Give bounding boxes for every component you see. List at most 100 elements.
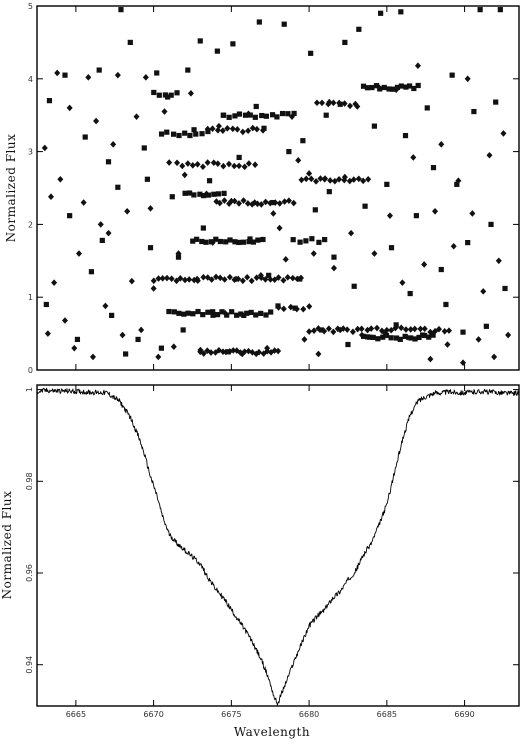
data-point-square bbox=[411, 85, 417, 92]
data-point-diamond bbox=[66, 104, 73, 112]
bottom-y-tick-label: 0.98 bbox=[25, 472, 34, 490]
data-point-square bbox=[362, 203, 368, 209]
bottom-panel-line: 0.94 0.96 0.98 1 6665 6670 6675 6680 6685 6690 N… bbox=[0, 384, 520, 739]
data-point-square bbox=[402, 132, 409, 139]
data-point-diamond bbox=[44, 330, 51, 337]
data-point-diamond bbox=[93, 117, 100, 125]
data-point-square bbox=[318, 327, 325, 333]
data-point-square bbox=[135, 336, 141, 343]
data-point-diamond bbox=[181, 276, 188, 284]
data-point-diamond bbox=[267, 199, 274, 207]
data-point-diamond bbox=[128, 277, 135, 285]
data-point-diamond bbox=[271, 276, 278, 284]
data-point-square bbox=[195, 308, 201, 315]
data-point-square bbox=[309, 236, 315, 242]
data-point-square bbox=[454, 181, 460, 187]
data-point-square bbox=[279, 110, 286, 117]
data-point-diamond bbox=[252, 161, 259, 168]
data-point-square bbox=[253, 103, 259, 110]
data-point-diamond bbox=[371, 250, 378, 257]
data-point-diamond bbox=[290, 199, 297, 207]
data-point-square bbox=[242, 112, 249, 118]
data-point-diamond bbox=[441, 327, 448, 335]
data-point-diamond bbox=[225, 160, 232, 168]
data-point-square bbox=[253, 312, 259, 318]
data-point-square bbox=[115, 184, 121, 190]
data-point-diamond bbox=[298, 176, 305, 184]
data-point-square bbox=[105, 159, 112, 165]
data-point-square bbox=[199, 131, 205, 137]
data-point-square bbox=[236, 239, 242, 246]
data-point-square bbox=[342, 39, 348, 45]
data-point-square bbox=[370, 334, 376, 340]
data-point-diamond bbox=[184, 160, 191, 167]
data-point-diamond bbox=[325, 100, 332, 108]
data-point-square bbox=[182, 130, 188, 136]
data-point-diamond bbox=[249, 124, 256, 132]
data-point-diamond bbox=[150, 277, 157, 285]
data-point-diamond bbox=[216, 199, 223, 207]
data-point-square bbox=[291, 110, 297, 117]
data-point-diamond bbox=[282, 256, 289, 263]
data-point-diamond bbox=[237, 349, 244, 356]
data-point-diamond bbox=[174, 159, 181, 167]
bottom-x-tick-label: 6690 bbox=[454, 710, 474, 719]
top-y-tick-label: 3 bbox=[28, 148, 33, 157]
data-point-diamond bbox=[41, 144, 48, 152]
data-point-square bbox=[156, 92, 162, 98]
data-point-square bbox=[297, 239, 303, 245]
data-point-diamond bbox=[51, 279, 58, 286]
top-panel-scatter: 0 1 2 3 4 5 Normalized Flux bbox=[4, 2, 520, 375]
data-point-diamond bbox=[187, 90, 194, 97]
data-point-square bbox=[421, 332, 428, 339]
data-point-diamond bbox=[349, 328, 356, 336]
data-point-square bbox=[406, 83, 413, 89]
data-point-diamond bbox=[207, 349, 214, 356]
data-point-square bbox=[214, 312, 221, 318]
data-point-square bbox=[247, 112, 253, 118]
data-point-diamond bbox=[378, 327, 385, 335]
data-point-diamond bbox=[244, 200, 251, 207]
data-point-diamond bbox=[204, 159, 211, 166]
data-point-diamond bbox=[480, 288, 487, 295]
data-point-square bbox=[415, 82, 421, 89]
data-point-square bbox=[232, 113, 238, 119]
data-point-diamond bbox=[505, 331, 512, 339]
data-point-square bbox=[375, 336, 381, 342]
data-point-square bbox=[430, 332, 436, 338]
data-point-diamond bbox=[330, 264, 337, 272]
data-point-diamond bbox=[245, 127, 252, 135]
data-point-square bbox=[191, 127, 197, 133]
data-point-square bbox=[303, 238, 309, 244]
data-point-square bbox=[356, 26, 362, 32]
data-point-square bbox=[200, 312, 206, 318]
data-point-square bbox=[308, 50, 314, 56]
data-point-diamond bbox=[432, 207, 439, 215]
data-point-square bbox=[268, 309, 274, 315]
data-point-square bbox=[234, 312, 240, 318]
data-point-square bbox=[144, 176, 150, 182]
data-point-square bbox=[402, 333, 408, 339]
data-point-square bbox=[326, 189, 332, 195]
data-point-diamond bbox=[276, 200, 283, 207]
data-point-diamond bbox=[234, 126, 241, 133]
data-point-diamond bbox=[110, 141, 117, 148]
data-point-square bbox=[88, 269, 95, 275]
data-point-square bbox=[158, 131, 165, 137]
bottom-x-tick-label: 6685 bbox=[377, 710, 397, 719]
data-point-diamond bbox=[241, 348, 248, 355]
data-point-diamond bbox=[446, 327, 453, 334]
data-point-diamond bbox=[231, 162, 238, 170]
bottom-y-axis-label: Normalized Flux bbox=[0, 491, 14, 600]
data-point-square bbox=[162, 92, 169, 98]
data-point-diamond bbox=[239, 277, 246, 285]
data-point-diamond bbox=[301, 336, 308, 343]
data-point-square bbox=[219, 309, 225, 315]
data-point-square bbox=[169, 194, 175, 200]
data-point-diamond bbox=[336, 175, 343, 183]
data-point-diamond bbox=[204, 125, 211, 133]
data-point-square bbox=[213, 236, 219, 242]
data-point-diamond bbox=[47, 193, 54, 201]
data-point-diamond bbox=[267, 276, 274, 283]
data-point-diamond bbox=[360, 177, 367, 185]
